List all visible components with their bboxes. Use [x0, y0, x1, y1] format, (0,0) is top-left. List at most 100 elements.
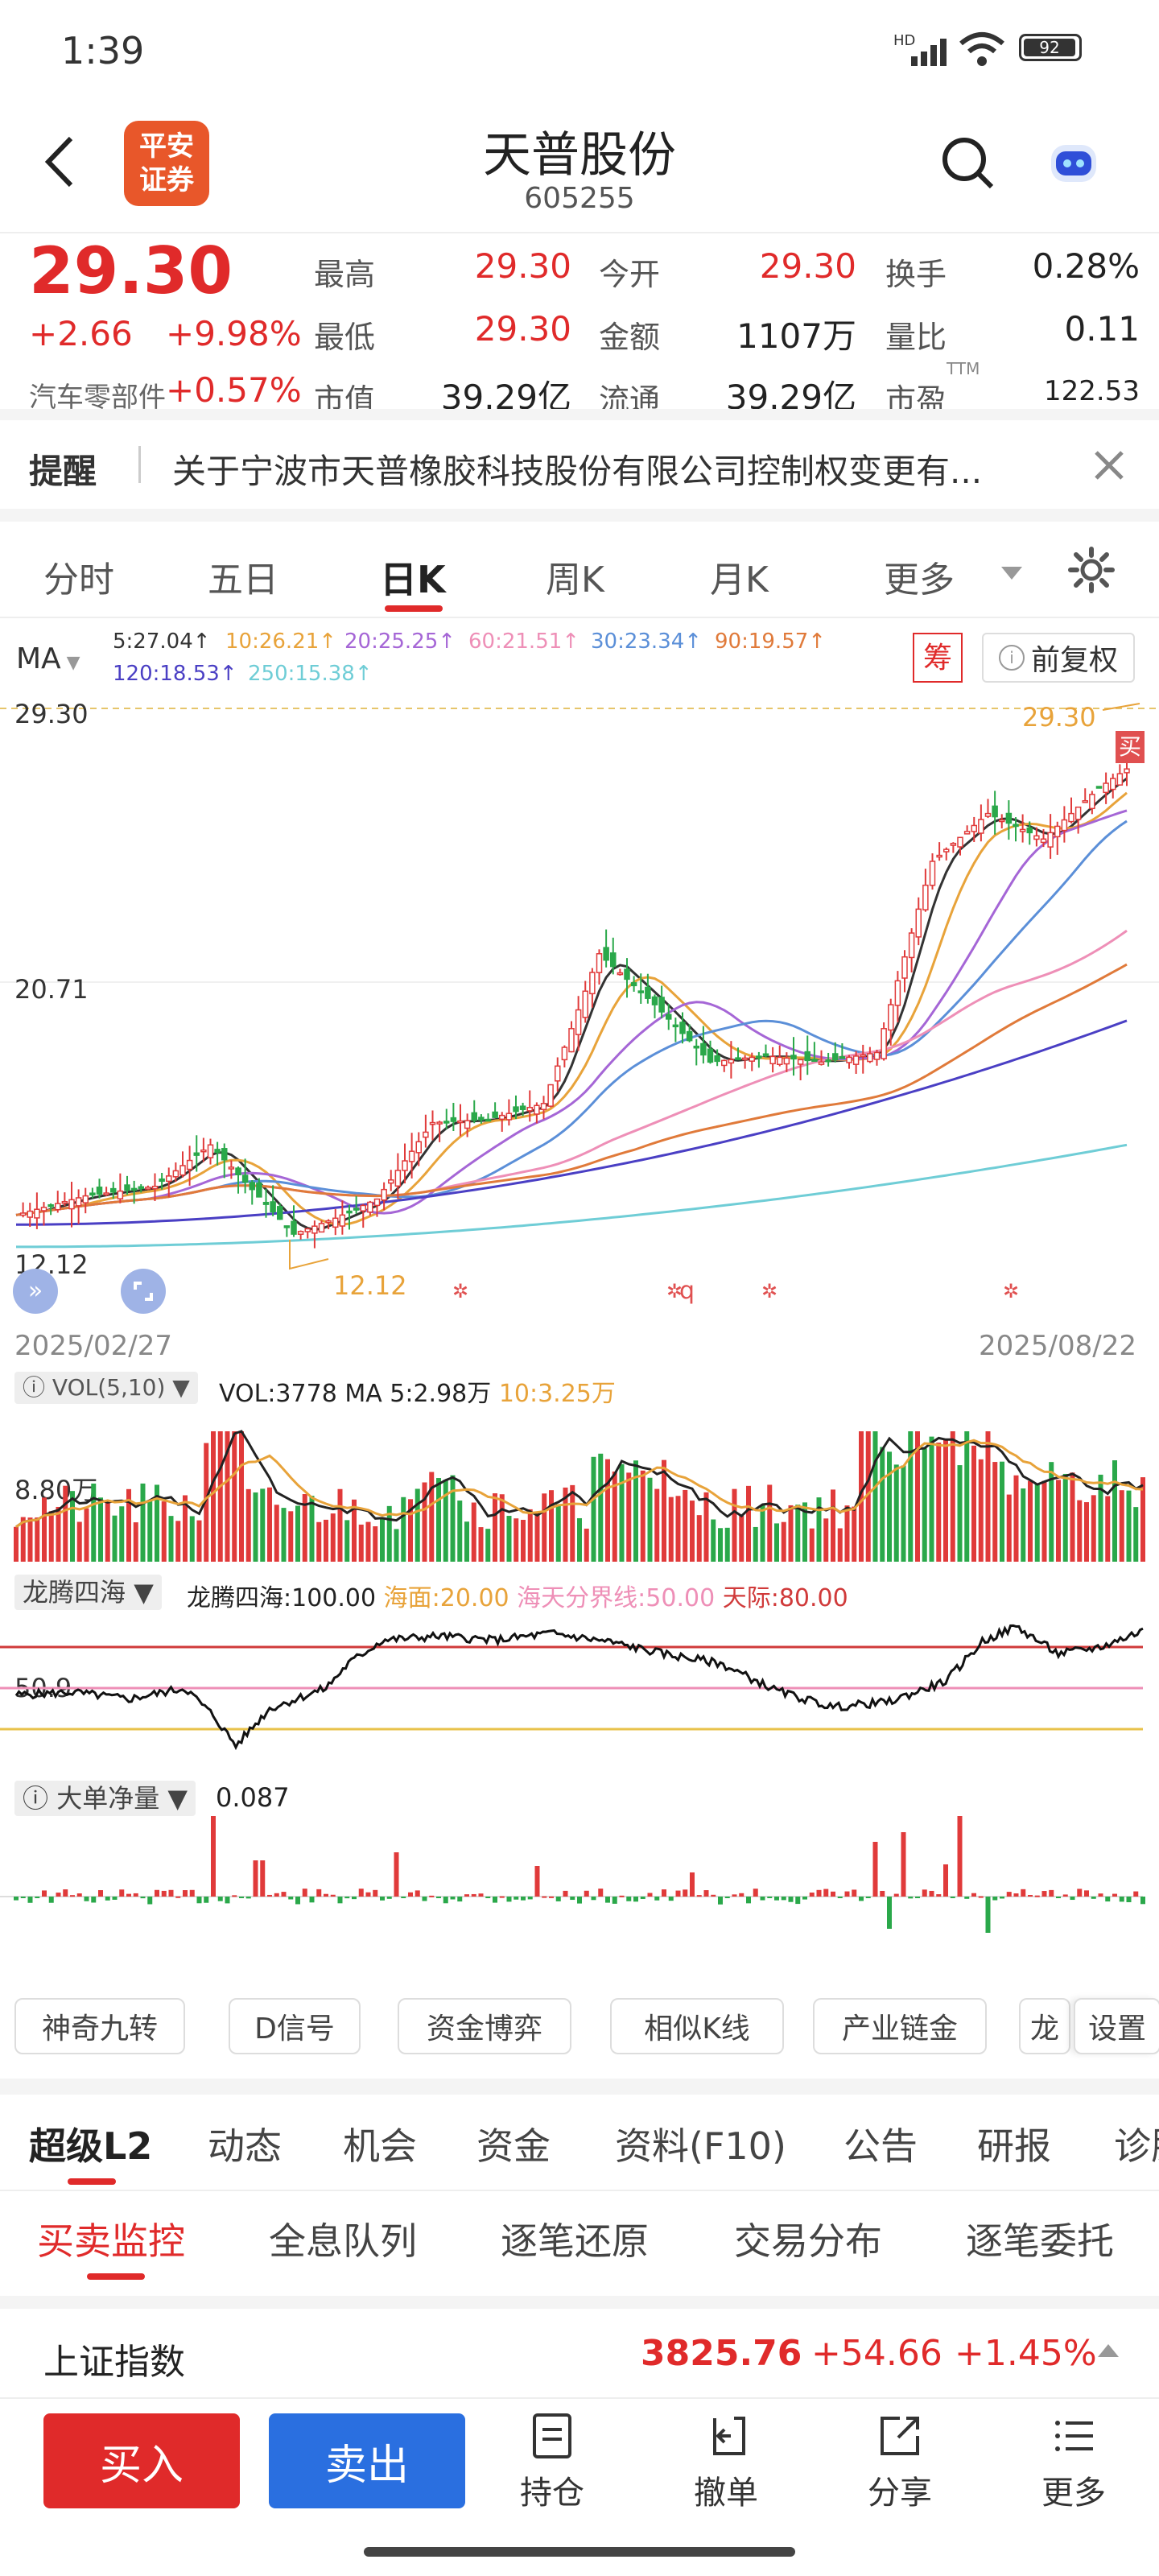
lths-selector[interactable]: 龙腾四海 ▼ — [14, 1575, 162, 1610]
buy-signal-marker[interactable]: 买 — [1116, 731, 1145, 763]
big-order-bar — [640, 1897, 645, 1900]
gear-icon[interactable] — [1066, 544, 1117, 599]
vol-selector[interactable]: ⓘ VOL(5,10) ▼ — [14, 1372, 198, 1404]
big-order-bar — [48, 1897, 54, 1903]
big-order-selector[interactable]: ⓘ 大单净量 ▼ — [14, 1781, 196, 1816]
big-order-bar — [112, 1897, 118, 1900]
sector-label[interactable]: 汽车零部件 — [29, 382, 166, 414]
ma250-legend: 250:15.38↑ — [248, 662, 373, 686]
big-order-bar — [196, 1897, 202, 1904]
stock-header: 平安证券 天普股份 605255 — [0, 97, 1159, 233]
big-order-bar — [654, 1897, 660, 1901]
candle-body — [471, 1112, 477, 1121]
price-change: +2.66 — [29, 314, 133, 353]
chip-similar-k[interactable]: 相似K线 — [610, 1998, 784, 2054]
volume-bar — [112, 1515, 118, 1562]
chip-d-signal[interactable]: D信号 — [229, 1998, 361, 2054]
expand-up-icon[interactable] — [1096, 2343, 1120, 2362]
buy-button[interactable]: 买入 — [43, 2413, 240, 2508]
kline-chart[interactable]: ✲ ✲ ✲ ✲ — [0, 692, 1159, 1352]
candle-body — [297, 1231, 304, 1235]
big-order-bar — [1049, 1889, 1054, 1897]
subtab-tick-restore[interactable]: 逐笔还原 — [501, 2219, 649, 2263]
big-order-bar — [1021, 1889, 1026, 1897]
subtab-trade-monitor[interactable]: 买卖监控 — [37, 2219, 185, 2263]
candle-body — [984, 812, 992, 817]
sell-button[interactable]: 卖出 — [269, 2413, 465, 2508]
cancel-order-tool[interactable]: 撤单 — [670, 2412, 782, 2516]
volume-bar — [852, 1506, 857, 1562]
volume-bar — [267, 1487, 272, 1562]
candle-body — [19, 1212, 27, 1216]
big-order-bar — [14, 1897, 19, 1901]
chip-partial[interactable]: 龙 — [1019, 1998, 1070, 2054]
candle-body — [936, 854, 942, 858]
tab-diagnose[interactable]: 诊股 — [1114, 2124, 1159, 2165]
dropdown-triangle-icon[interactable] — [1000, 565, 1024, 584]
close-icon[interactable] — [1091, 448, 1127, 486]
big-order-chart[interactable] — [0, 1816, 1159, 1977]
subtab-full-queue[interactable]: 全息队列 — [269, 2219, 417, 2263]
volume-bar — [147, 1501, 153, 1562]
chip-industry-chain[interactable]: 产业链金 — [813, 1998, 987, 2054]
big-order-bar — [344, 1897, 350, 1899]
chip-settings[interactable]: 设置 — [1074, 1998, 1159, 2054]
big-order-bar — [1062, 1894, 1068, 1897]
tab-news[interactable]: 动态 — [208, 2124, 282, 2168]
volume-bar — [183, 1495, 188, 1562]
volume-bar — [204, 1443, 209, 1562]
tab-opportunity[interactable]: 机会 — [343, 2124, 417, 2168]
volume-bar — [718, 1528, 723, 1562]
big-order-bar — [872, 1842, 878, 1897]
ma60-legend: 60:21.51↑ — [468, 630, 580, 654]
sector-pct[interactable]: +0.57% — [166, 370, 302, 410]
tab-intraday[interactable]: 分时 — [43, 559, 114, 601]
notice-bar[interactable]: 提醒 关于宁波市天普橡胶科技股份有限公司控制权变更有... — [0, 420, 1159, 509]
tab-announcement[interactable]: 公告 — [843, 2124, 918, 2168]
tab-more[interactable]: 更多 — [884, 559, 955, 601]
chip-distribution-button[interactable]: 筹 — [913, 633, 963, 683]
candle-body — [1033, 835, 1040, 840]
event-marker-icon: ✲ — [666, 1280, 683, 1302]
share-tool[interactable]: 分享 — [843, 2412, 956, 2516]
candle-body — [186, 1159, 193, 1170]
back-icon[interactable] — [40, 134, 80, 193]
chip-fund-game[interactable]: 资金博弈 — [398, 1998, 571, 2054]
tab-monthly-k[interactable]: 月K — [710, 559, 769, 601]
big-order-bar — [373, 1889, 378, 1897]
volume-bar — [161, 1501, 167, 1562]
adjust-button[interactable]: i 前复权 — [982, 633, 1135, 683]
amount-value: 1107万 — [736, 316, 856, 356]
subtab-tick-orders[interactable]: 逐笔委托 — [966, 2219, 1114, 2263]
tab-daily-k[interactable]: 日K — [380, 558, 446, 601]
chip-magic-nine[interactable]: 神奇九转 — [14, 1998, 185, 2054]
tab-five-day[interactable]: 五日 — [208, 559, 278, 601]
big-order-bar — [84, 1897, 89, 1901]
search-icon[interactable] — [940, 135, 996, 195]
lths-indicator-chart[interactable] — [0, 1612, 1159, 1773]
fullscreen-icon[interactable] — [121, 1269, 166, 1314]
tab-f10[interactable]: 资料(F10) — [615, 2124, 786, 2168]
volume-bar — [70, 1491, 75, 1562]
robot-assistant-icon[interactable] — [1045, 137, 1103, 193]
subtab-trade-distribution[interactable]: 交易分布 — [734, 2219, 882, 2263]
tab-fund[interactable]: 资金 — [476, 2124, 551, 2168]
volume-bar — [295, 1505, 300, 1562]
candle-body — [873, 1051, 881, 1060]
tab-research[interactable]: 研报 — [977, 2124, 1051, 2168]
ma-selector[interactable]: MA ▼ — [16, 642, 80, 675]
tab-weekly-k[interactable]: 周K — [546, 559, 604, 601]
positions-tool[interactable]: 持仓 — [496, 2412, 608, 2516]
tab-super-l2[interactable]: 超级L2 — [29, 2124, 153, 2168]
event-marker-q[interactable]: q — [679, 1277, 695, 1305]
notice-text[interactable]: 关于宁波市天普橡胶科技股份有限公司控制权变更有... — [172, 452, 983, 491]
candle-body — [852, 1055, 860, 1065]
more-tool[interactable]: 更多 — [1017, 2412, 1130, 2516]
candle-body — [360, 1204, 366, 1212]
big-order-bar — [774, 1897, 779, 1901]
expand-left-icon[interactable]: » — [13, 1269, 58, 1314]
volume-chart[interactable] — [0, 1406, 1159, 1567]
volume-bar — [527, 1509, 533, 1562]
big-order-bar — [598, 1889, 604, 1897]
index-bar[interactable]: 上证指数 3825.76 +54.66 +1.45% — [0, 2309, 1159, 2397]
